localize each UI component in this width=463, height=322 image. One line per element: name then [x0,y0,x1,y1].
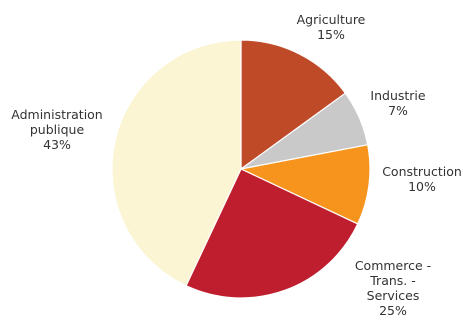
pie-slices [111,39,371,299]
pie-slice-construction [239,144,371,225]
pie-label-industrie: Industrie 7% [370,88,425,118]
pie-slice-administration-publique [111,39,242,287]
pie-slice-commerce-trans-services [185,168,359,299]
pie-label-percent: 25% [379,303,407,318]
pie-label-percent: 15% [317,27,345,42]
pie-label-construction: Construction 10% [382,164,462,194]
pie-label-percent: 10% [408,179,436,194]
pie-label-line: Trans. - [369,273,416,288]
pie-slice-agriculture [240,39,347,171]
pie-label-line: Agriculture [297,12,366,27]
pie-label-line: Construction [382,164,462,179]
pie-label-commerce-trans-services: Commerce -Trans. -Services 25% [355,258,431,318]
pie-labels: Agriculture 15% Industrie 7% Construction 10%… [11,12,462,318]
pie-label-percent: 7% [388,103,408,118]
pie-label-agriculture: Agriculture 15% [297,12,366,42]
pie-label-line: publique [30,122,85,137]
pie-label-line: Administration [11,107,102,122]
pie-label-percent: 43% [43,137,71,152]
pie-label-line: Services [367,288,420,303]
pie-label-line: Industrie [370,88,425,103]
pie-label-line: Commerce - [355,258,431,273]
pie-label-administration-publique: Administration publique 43% [11,107,102,152]
